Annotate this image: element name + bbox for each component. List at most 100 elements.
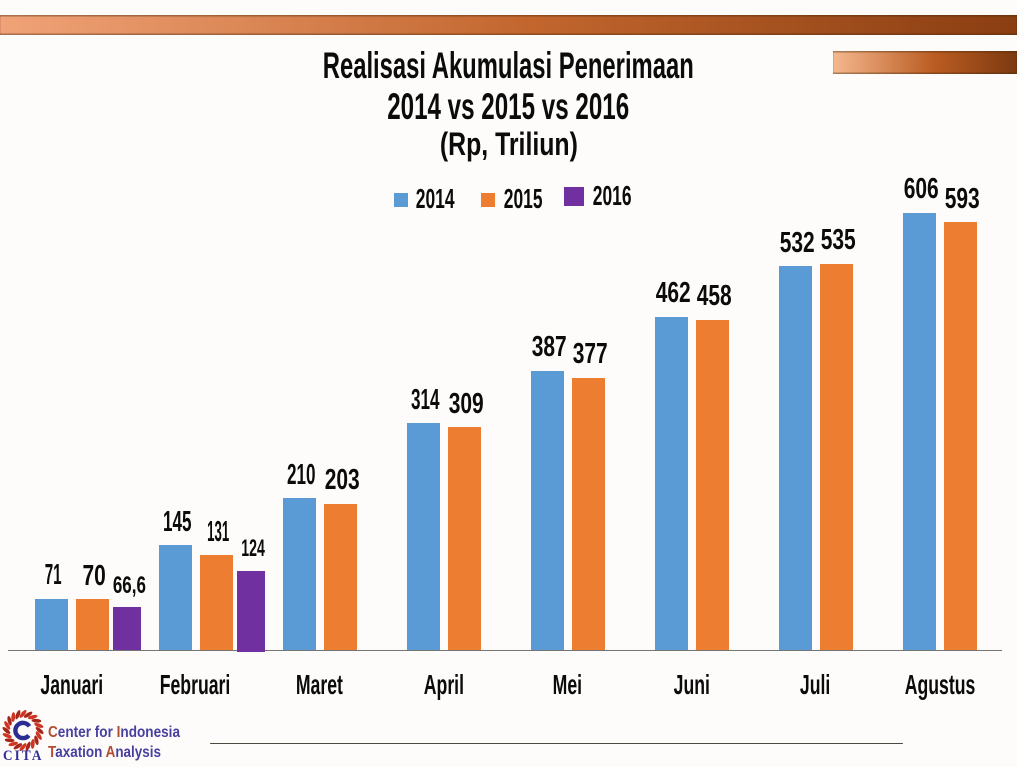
category-label-Agustus-text: Agustus — [904, 668, 975, 700]
x-axis-line — [8, 650, 1002, 652]
category-label-Maret: Maret — [282, 668, 357, 700]
top-gradient-bar — [0, 15, 1017, 35]
bar-2014-Mei — [530, 370, 564, 650]
legend-label-2016: 2016 — [581, 182, 643, 210]
logo-petal — [7, 715, 12, 726]
legend-swatch-2014 — [394, 193, 409, 207]
category-label-Juli: Juli — [791, 670, 839, 699]
value-label-2015-Agustus: 593 — [938, 182, 986, 215]
bar-2015-Juli — [819, 264, 853, 650]
value-label-2016-Januari-text: 66,6 — [112, 571, 146, 599]
category-label-Juni: Juni — [663, 668, 721, 700]
value-label-2015-Maret-text: 203 — [324, 463, 360, 496]
bar-2015-Juni — [695, 319, 729, 650]
legend-label-2014-text: 2014 — [416, 183, 455, 215]
value-label-2014-Agustus-text: 606 — [903, 173, 939, 206]
logo-petal — [2, 733, 12, 739]
legend-label-2014: 2014 — [404, 185, 466, 213]
category-label-Agustus: Agustus — [884, 668, 996, 700]
bar-2015-April — [447, 427, 481, 650]
value-label-2015-Januari-text: 70 — [82, 559, 106, 592]
value-label-2014-Juni: 462 — [649, 279, 697, 308]
chart-title-line2-text: 2014 vs 2015 vs 2016 — [387, 85, 629, 127]
bar-2014-Agustus — [902, 212, 936, 650]
bar-2016-Januari — [112, 607, 142, 650]
logo-petal — [30, 739, 35, 749]
legend-label-2016-text: 2016 — [593, 180, 632, 212]
logo-petal — [4, 738, 15, 743]
value-label-2014-Februari-text: 145 — [162, 505, 192, 538]
cita-logo — [2, 709, 44, 752]
value-label-2015-Juli: 535 — [814, 226, 862, 255]
value-label-2015-Juni-text: 458 — [696, 280, 732, 312]
chart-title-line3-text: (Rp, Triliun) — [439, 125, 578, 162]
category-label-Februari-text: Februari — [160, 668, 231, 700]
value-label-2015-April-text: 309 — [448, 387, 484, 420]
chart-title-line3: (Rp, Triliun) — [420, 128, 598, 160]
logo-petal — [35, 731, 42, 740]
category-label-April: April — [412, 668, 476, 700]
logo-petal — [8, 741, 19, 747]
bar-2015-Februari — [199, 555, 233, 650]
category-label-Juni-text: Juni — [673, 668, 710, 700]
logo-petal — [31, 718, 42, 723]
value-label-2015-Februari-text: 131 — [206, 515, 230, 548]
category-label-Maret-text: Maret — [295, 668, 344, 700]
logo-petal — [4, 721, 11, 730]
logo-petal — [35, 727, 44, 734]
bar-2014-Juli — [778, 266, 812, 650]
bar-2014-Januari — [34, 598, 68, 650]
logo-petal — [11, 712, 16, 722]
bar-2014-Juni — [654, 316, 688, 650]
value-label-2014-Februari: 145 — [153, 505, 201, 538]
bar-2014-Februari — [158, 545, 192, 650]
category-label-Januari-text: Januari — [40, 668, 103, 700]
logo-petal — [23, 711, 33, 718]
logo-c-mark — [13, 720, 32, 741]
value-label-2014-Agustus: 606 — [897, 175, 945, 204]
category-label-Februari: Februari — [139, 668, 251, 700]
bar-2014-Maret — [282, 498, 316, 650]
legend-label-2015: 2015 — [492, 185, 554, 213]
value-label-2016-Februari: 124 — [233, 537, 273, 561]
bar-2016-Februari — [236, 570, 266, 652]
value-label-2014-Mei: 387 — [525, 333, 573, 362]
value-label-2015-Maret: 203 — [318, 463, 366, 496]
legend-label-2015-text: 2015 — [503, 183, 543, 215]
value-label-2014-Maret: 210 — [277, 460, 325, 490]
org-name-line1: Center for Indonesia — [47, 724, 180, 741]
logo-petal — [19, 743, 27, 752]
value-label-2015-Agustus-text: 593 — [944, 182, 980, 215]
logo-petal — [19, 709, 27, 718]
value-label-2014-Mei-text: 387 — [531, 331, 567, 364]
category-label-Mei: Mei — [544, 670, 591, 699]
value-label-2015-Juli-text: 535 — [820, 224, 856, 257]
value-label-2016-Februari-text: 124 — [241, 535, 266, 563]
accent-gradient-bar — [833, 51, 1017, 74]
category-label-Januari: Januari — [22, 668, 122, 700]
bar-2015-Agustus — [943, 222, 977, 650]
cita-logo-text: CITA — [3, 747, 44, 764]
value-label-2014-Januari: 71 — [37, 561, 69, 590]
footer-divider-line — [210, 742, 903, 745]
logo-petal — [2, 727, 11, 734]
value-label-2014-Januari-text: 71 — [44, 559, 62, 592]
value-label-2014-Juli-text: 532 — [779, 226, 815, 259]
chart-title-line1-text: Realisasi Akumulasi Penerimaan — [323, 44, 694, 86]
value-label-2014-Juni-text: 462 — [655, 277, 691, 310]
logo-petal — [27, 714, 38, 720]
logo-petal — [34, 735, 39, 746]
category-label-April-text: April — [423, 668, 464, 700]
logo-petal — [15, 710, 21, 720]
value-label-2015-Februari: 131 — [194, 515, 242, 548]
legend-swatch-2015 — [481, 193, 496, 207]
value-label-2015-Mei-text: 377 — [572, 338, 608, 371]
logo-petal — [25, 741, 31, 751]
chart-title-line1: Realisasi Akumulasi Penerimaan — [220, 47, 797, 84]
bar-2015-Mei — [571, 378, 605, 650]
value-label-2014-April-text: 314 — [410, 383, 440, 416]
bar-2015-Januari — [75, 599, 109, 650]
chart-title-line2: 2014 vs 2015 vs 2016 — [323, 88, 693, 125]
legend-swatch-2016 — [563, 187, 584, 206]
value-label-2015-Januari: 70 — [78, 559, 110, 592]
